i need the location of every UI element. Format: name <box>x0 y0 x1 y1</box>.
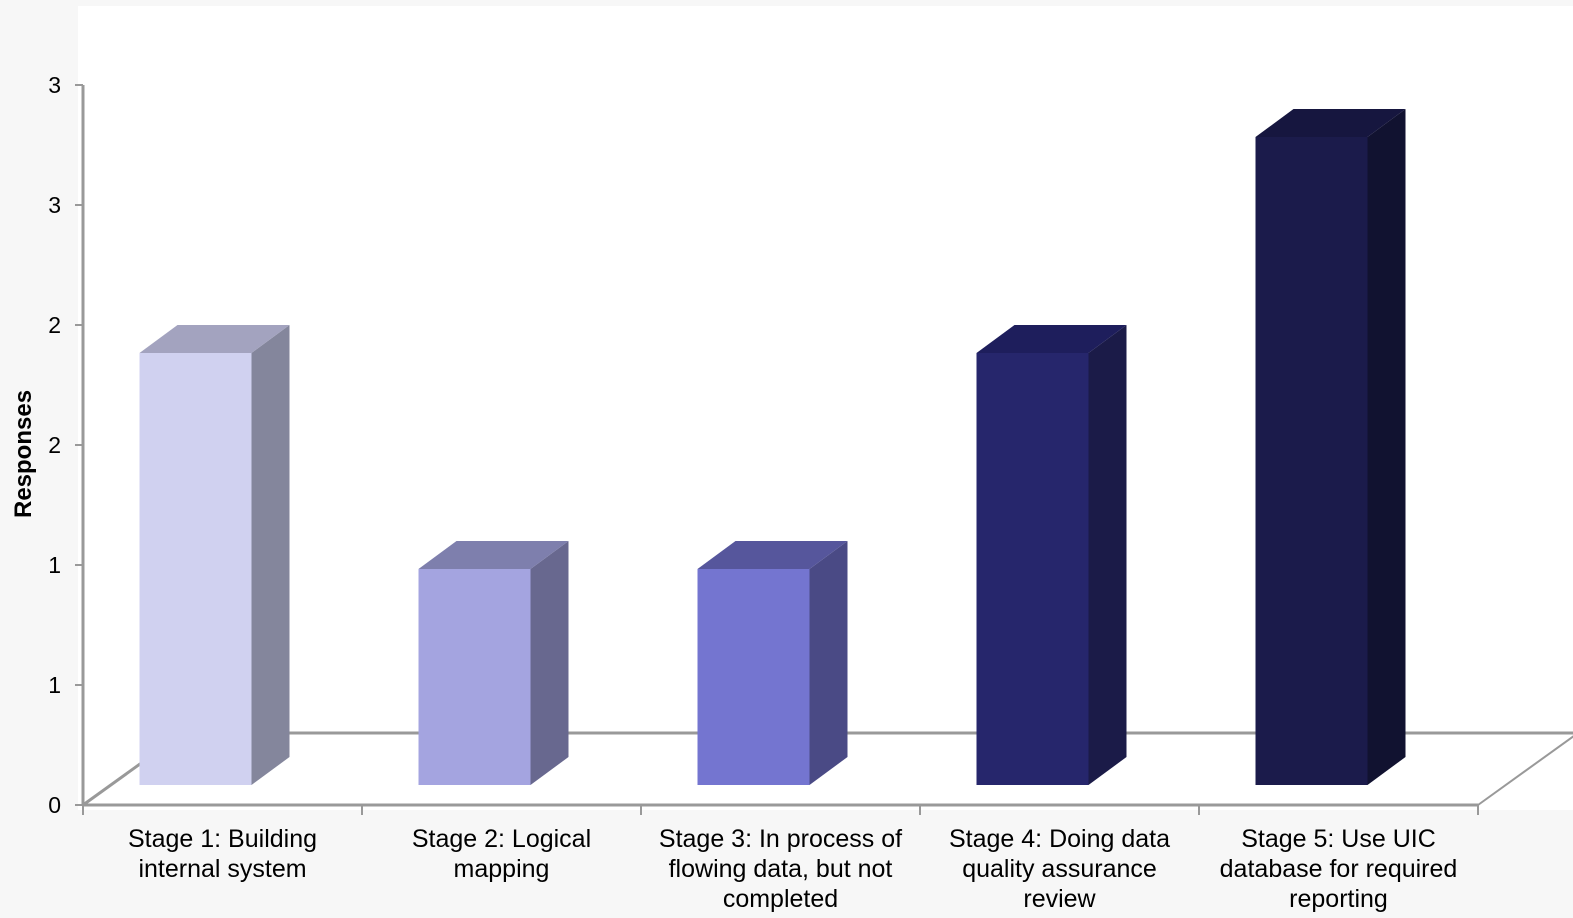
bar-front-face <box>139 353 252 785</box>
x-tick-label: Stage 2: Logical mapping <box>411 825 592 883</box>
bar-top-face <box>139 325 290 353</box>
bar-3 <box>697 541 848 785</box>
bar-top-face <box>976 325 1127 353</box>
bar-2 <box>418 541 569 785</box>
bar-front-face <box>976 353 1089 785</box>
y-tick-label: 2 <box>48 312 61 338</box>
bar-top-face <box>697 541 848 569</box>
bar-side-face <box>1088 325 1127 785</box>
bar-side-face <box>251 325 290 785</box>
y-tick-label: 1 <box>48 552 61 578</box>
bar-5 <box>1255 109 1406 785</box>
floor-right-edge <box>1477 735 1573 806</box>
y-tick-label: 2 <box>48 432 61 458</box>
bar-side-face <box>1367 109 1406 785</box>
bar-front-face <box>418 569 531 785</box>
bar-front-face <box>697 569 810 785</box>
y-tick-label: 3 <box>48 192 61 218</box>
x-tick-label: Stage 4: Doing data quality assurance re… <box>949 825 1170 913</box>
x-tick-label: Stage 1: Building internal system <box>127 825 318 883</box>
x-tick-label: Stage 5: Use UIC database for required r… <box>1219 825 1458 913</box>
bar-4 <box>976 325 1127 785</box>
bar-1 <box>139 325 290 785</box>
bar-side-face <box>530 541 569 785</box>
y-tick-label: 0 <box>48 792 61 818</box>
bar-top-face <box>418 541 569 569</box>
y-tick-label: 3 <box>48 72 61 98</box>
bar-top-face <box>1255 109 1406 137</box>
y-tick-label: 1 <box>48 672 61 698</box>
y-axis-label: Responses <box>10 389 37 518</box>
bar-front-face <box>1255 137 1368 785</box>
x-tick-label: Stage 3: In process of flowing data, but… <box>658 825 903 913</box>
bar-side-face <box>809 541 848 785</box>
